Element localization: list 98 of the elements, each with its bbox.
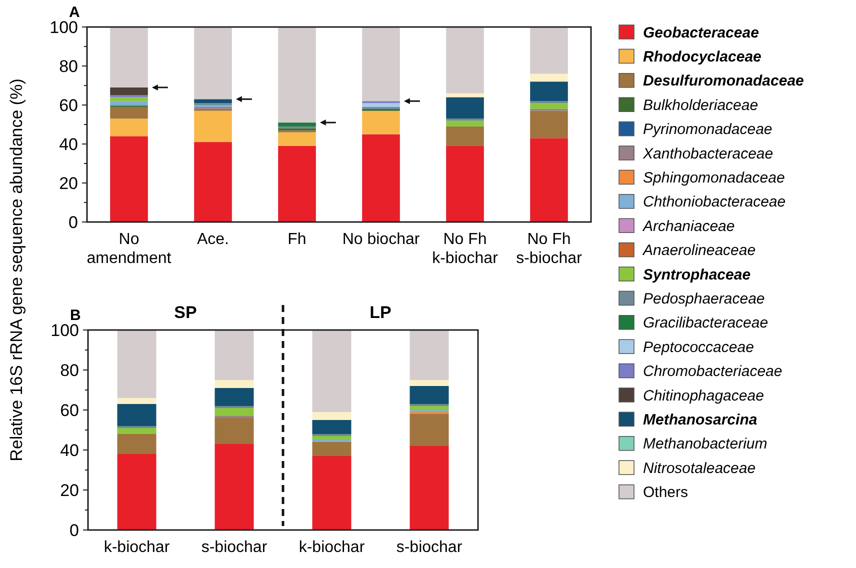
x-tick-label: No Fh s-biochar	[516, 231, 583, 267]
bar	[530, 82, 568, 102]
legend-label: Chthoniobacteraceae	[643, 194, 786, 211]
x-tick-label: No amendment	[86, 231, 172, 267]
y-tick-label: 60	[59, 96, 78, 115]
bar	[446, 93, 484, 98]
bar	[110, 101, 148, 105]
bar	[362, 134, 400, 222]
y-tick-label: 0	[70, 520, 79, 540]
bar	[194, 27, 232, 100]
legend-label: Gracilibacteraceae	[643, 314, 768, 332]
bar	[214, 388, 254, 406]
legend-label: Syntrophaceae	[643, 266, 751, 284]
bar	[362, 103, 400, 107]
legend-label: Pedosphaeraceae	[643, 290, 765, 308]
legend-label: Geobacteraceae	[643, 24, 759, 42]
bar	[110, 118, 148, 136]
x-tick-label: k-biochar	[298, 539, 366, 556]
legend-label: Sphingomonadaceae	[643, 169, 785, 186]
legend-label: Others	[643, 484, 688, 502]
bar	[194, 142, 232, 222]
bar	[410, 414, 449, 446]
bar	[312, 456, 352, 530]
y-tick-label: 20	[60, 480, 79, 500]
bar	[110, 87, 148, 96]
bar	[110, 97, 148, 102]
bar	[278, 146, 316, 222]
legend-label: Rhodocyclaceae	[643, 48, 762, 66]
bar	[410, 406, 449, 410]
bar	[446, 146, 484, 222]
bar	[446, 120, 484, 126]
legend-label: Nitrosotaleaceae	[643, 460, 756, 477]
legend-label: Peptococcaceae	[643, 338, 754, 356]
x-tick-label: s-biochar	[396, 539, 463, 556]
bar	[530, 27, 568, 74]
y-tick-label: 0	[68, 212, 78, 232]
y-tick-label: 80	[60, 360, 79, 380]
bar	[446, 27, 484, 94]
x-tick-label: No Fh k-biochar	[432, 231, 499, 267]
bar	[446, 97, 484, 119]
x-tick-label: s-biochar	[201, 539, 268, 556]
bar	[117, 434, 156, 454]
y-tick-label: 40	[59, 134, 78, 154]
bar	[312, 330, 352, 412]
x-tick-label: Ace.	[196, 231, 230, 248]
bar	[117, 454, 156, 530]
bar	[117, 330, 156, 398]
legend-label: Desulfuromonadaceae	[643, 72, 804, 90]
bar	[362, 110, 400, 134]
y-tick-label: 60	[60, 400, 79, 420]
bar	[530, 138, 568, 222]
x-tick-label: Fh	[288, 231, 306, 248]
bar	[530, 103, 568, 109]
bar	[214, 330, 254, 380]
legend-label: Archaniaceae	[642, 218, 735, 235]
bar	[117, 428, 156, 434]
bar	[312, 436, 352, 440]
bar	[278, 132, 316, 146]
legend-label: Chitinophagaceae	[643, 387, 764, 404]
legend-label: Chromobacteriaceae	[643, 363, 782, 380]
legend-label: Methanosarcina	[643, 411, 758, 428]
bar	[194, 110, 232, 142]
bar	[214, 418, 254, 444]
bar	[194, 99, 232, 104]
bar	[446, 126, 484, 146]
bar	[278, 122, 316, 126]
y-axis-title: Relative 16S rRNA gene sequence abundance (%)	[7, 78, 26, 462]
bar	[214, 380, 254, 388]
legend-label: Pyrinomonadaceae	[643, 121, 772, 138]
legend-label: Bulkholderiaceae	[643, 96, 758, 114]
y-tick-label: 40	[60, 440, 79, 460]
bar	[410, 330, 449, 380]
bar	[312, 420, 352, 434]
bar	[214, 444, 254, 530]
bar	[117, 398, 156, 404]
y-tick-label: 80	[59, 56, 78, 76]
bar	[530, 74, 568, 82]
y-tick-label: 20	[59, 174, 78, 193]
bar	[410, 380, 449, 386]
bar	[362, 27, 400, 102]
bar	[110, 106, 148, 119]
bar	[312, 442, 352, 456]
bar	[312, 412, 352, 420]
x-tick-label: k-biochar	[104, 539, 170, 556]
bar	[110, 27, 148, 88]
text: LP	[370, 303, 392, 322]
legend-label: Xanthobacteraceae	[642, 145, 774, 162]
legend-label: Methanobacterium	[643, 436, 768, 453]
bar	[117, 404, 156, 426]
bar	[410, 446, 449, 530]
bar	[278, 27, 316, 123]
bar	[214, 408, 254, 416]
bar	[530, 110, 568, 138]
legend-label: Anaerolineaceae	[642, 242, 756, 260]
bar	[410, 386, 449, 404]
text: SP	[174, 303, 197, 322]
x-tick-label: No biochar	[342, 231, 420, 248]
bar	[110, 136, 148, 222]
